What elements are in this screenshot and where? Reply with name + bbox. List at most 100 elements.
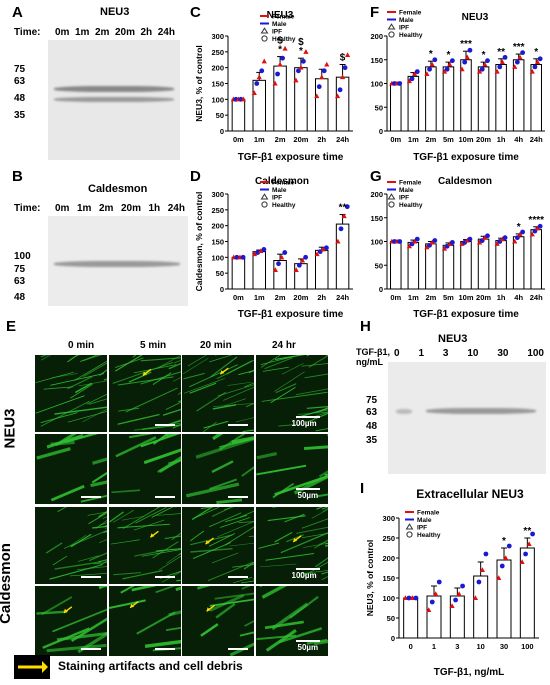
fiber xyxy=(267,515,306,522)
fiber xyxy=(165,552,181,564)
fiber xyxy=(231,436,254,444)
scale-bar xyxy=(154,496,175,498)
data-point xyxy=(517,54,523,60)
data-point xyxy=(324,245,329,251)
data-point xyxy=(537,223,543,229)
panel-label-a: A xyxy=(12,4,23,21)
x-tick-label: 30 xyxy=(500,642,508,651)
debris-arrow-icon xyxy=(63,606,73,614)
legend-label: IPF xyxy=(272,29,282,36)
fiber xyxy=(45,542,63,554)
data-point xyxy=(298,64,304,70)
legend-swatch xyxy=(261,35,268,42)
fiber xyxy=(301,363,328,367)
fiber xyxy=(162,408,181,416)
fiber xyxy=(261,586,287,599)
lane-label: 2m xyxy=(94,27,110,38)
fiber xyxy=(219,517,251,528)
data-point xyxy=(335,238,341,244)
data-point xyxy=(334,93,341,99)
x-tick-label: 0m xyxy=(233,293,244,302)
data-point xyxy=(499,59,506,65)
x-tick-label: 1m xyxy=(254,135,265,144)
data-point xyxy=(293,267,299,272)
fiber xyxy=(301,532,328,539)
data-point xyxy=(529,68,535,74)
lane-label: 24h xyxy=(157,27,175,38)
micrograph-tile xyxy=(35,355,107,432)
x-axis-label: TGF-β1 exposure time xyxy=(413,309,519,320)
fiber xyxy=(295,388,328,396)
fiber xyxy=(36,610,68,615)
data-point xyxy=(460,583,465,589)
fiber xyxy=(302,542,328,548)
fiber xyxy=(216,498,243,504)
fiber xyxy=(128,434,153,439)
significance-label: * xyxy=(502,536,506,547)
x-tick-label: 4h xyxy=(514,293,523,302)
fiber xyxy=(161,571,181,583)
bar xyxy=(252,79,266,132)
fiber xyxy=(86,393,107,405)
fiber xyxy=(91,471,107,484)
data-point xyxy=(344,204,350,210)
fiber xyxy=(151,507,174,518)
blot-h-mw-75: 75 xyxy=(366,395,378,406)
y-tick-label: 250 xyxy=(382,534,395,543)
x-tick-label: 20m xyxy=(476,293,491,302)
y-tick-label: 200 xyxy=(370,190,383,199)
fiber xyxy=(200,623,219,637)
blot-h-mw-35: 35 xyxy=(366,435,378,446)
fiber xyxy=(152,372,171,385)
data-point xyxy=(502,54,508,60)
fiber xyxy=(156,458,181,474)
fiber xyxy=(133,364,176,374)
fiber xyxy=(67,355,79,363)
blot-b-mw-63: 63 xyxy=(14,276,26,287)
fiber xyxy=(114,355,143,372)
fiber xyxy=(318,541,328,545)
data-point xyxy=(506,543,512,549)
lane-label: 24h xyxy=(167,203,185,214)
micrograph-tile xyxy=(108,355,181,432)
fiber xyxy=(196,391,227,412)
y-tick-label: 100 xyxy=(211,95,224,104)
blot-b-title: Caldesmon xyxy=(88,183,148,195)
x-tick-label: 0m xyxy=(233,135,244,144)
micrograph-tile: 100µm xyxy=(255,355,328,432)
fiber xyxy=(167,459,181,465)
fiber xyxy=(295,526,328,534)
data-point xyxy=(259,68,265,74)
scale-bar xyxy=(81,576,101,578)
legend-swatch xyxy=(406,531,413,538)
fiber xyxy=(273,371,305,392)
fiber xyxy=(40,412,78,424)
fiber xyxy=(67,376,93,390)
blot-a-time-label: Time: xyxy=(14,27,41,38)
data-point xyxy=(467,236,473,242)
fiber xyxy=(125,387,178,413)
data-point xyxy=(472,595,479,600)
y-tick-label: 50 xyxy=(216,269,224,278)
y-tick-label: 200 xyxy=(211,64,224,73)
data-point xyxy=(261,58,267,64)
fiber xyxy=(143,448,181,465)
data-point xyxy=(512,64,518,69)
fiber xyxy=(88,398,107,405)
fiber xyxy=(211,460,234,474)
fiber xyxy=(40,400,90,427)
panel-label-h: H xyxy=(360,318,371,335)
fiber xyxy=(171,532,181,541)
legend-label: Male xyxy=(272,21,287,28)
fiber xyxy=(217,521,254,538)
legend-label: Male xyxy=(399,17,414,24)
chart-i: Extracellular NEU3050100150200250300NEU3… xyxy=(365,487,539,678)
significance-label: *** xyxy=(513,42,525,53)
fiber xyxy=(68,534,87,547)
micrograph-tile xyxy=(182,586,254,656)
data-point xyxy=(532,64,538,70)
fiber xyxy=(133,519,164,531)
fiber xyxy=(70,355,80,360)
debris-arrow-icon xyxy=(129,601,139,609)
chart-f: NEU3050100150200NEU3, % of control0m1m2m… xyxy=(370,10,545,163)
